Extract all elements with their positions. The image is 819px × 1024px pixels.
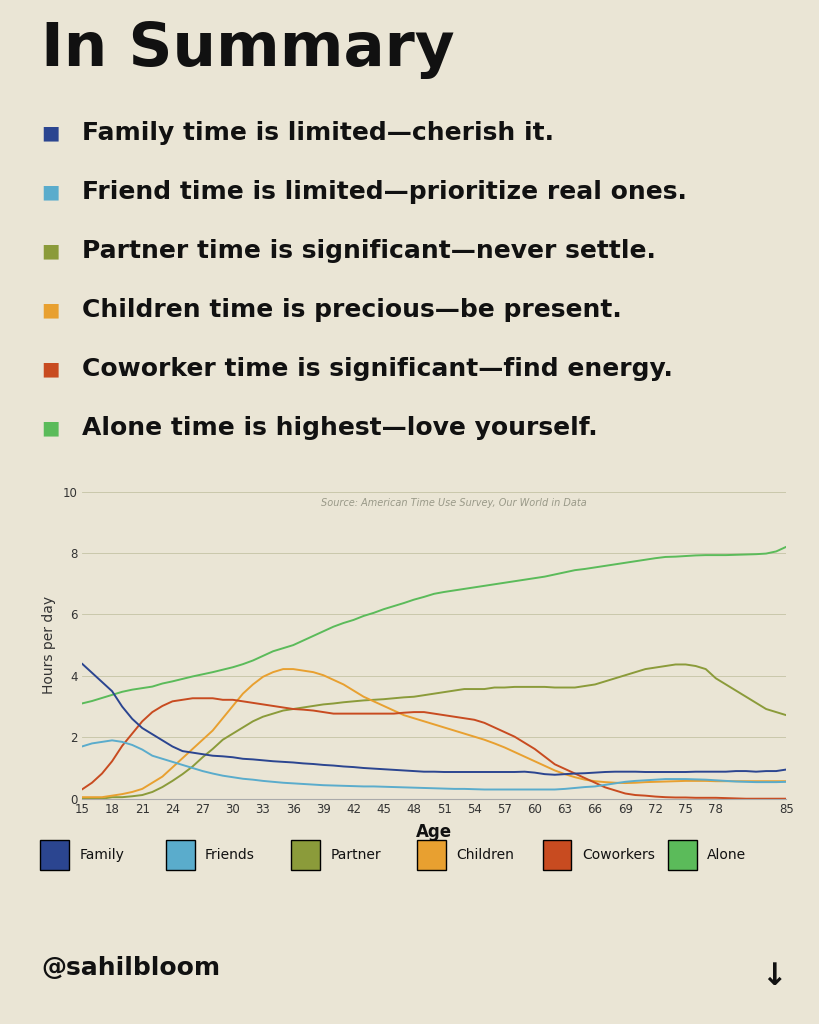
- Text: ■: ■: [41, 359, 59, 378]
- Text: Source: American Time Use Survey, Our World in Data: Source: American Time Use Survey, Our Wo…: [321, 498, 587, 508]
- Text: Partner: Partner: [331, 848, 382, 862]
- Y-axis label: Hours per day: Hours per day: [42, 596, 56, 694]
- FancyBboxPatch shape: [166, 840, 194, 870]
- Text: In Summary: In Summary: [41, 19, 455, 79]
- Text: @sahilbloom: @sahilbloom: [41, 955, 220, 980]
- Text: Children time is precious—be present.: Children time is precious—be present.: [82, 298, 622, 322]
- Text: ■: ■: [41, 418, 59, 437]
- Text: Friends: Friends: [205, 848, 255, 862]
- FancyBboxPatch shape: [668, 840, 697, 870]
- FancyBboxPatch shape: [292, 840, 320, 870]
- Text: Coworkers: Coworkers: [581, 848, 654, 862]
- Text: Children: Children: [456, 848, 514, 862]
- Text: ■: ■: [41, 242, 59, 260]
- Text: Coworker time is significant—find energy.: Coworker time is significant—find energy…: [82, 356, 672, 381]
- Text: Family: Family: [79, 848, 124, 862]
- FancyBboxPatch shape: [543, 840, 571, 870]
- Text: ■: ■: [41, 300, 59, 319]
- Text: ↓: ↓: [761, 963, 786, 991]
- FancyBboxPatch shape: [40, 840, 69, 870]
- Text: ■: ■: [41, 182, 59, 201]
- Text: Alone: Alone: [708, 848, 746, 862]
- Text: Alone time is highest—love yourself.: Alone time is highest—love yourself.: [82, 416, 598, 439]
- Text: Partner time is significant—never settle.: Partner time is significant—never settle…: [82, 239, 656, 263]
- Text: Friend time is limited—prioritize real ones.: Friend time is limited—prioritize real o…: [82, 179, 687, 204]
- FancyBboxPatch shape: [417, 840, 446, 870]
- Text: ■: ■: [41, 123, 59, 142]
- Text: Family time is limited—cherish it.: Family time is limited—cherish it.: [82, 121, 554, 144]
- X-axis label: Age: Age: [416, 823, 452, 841]
